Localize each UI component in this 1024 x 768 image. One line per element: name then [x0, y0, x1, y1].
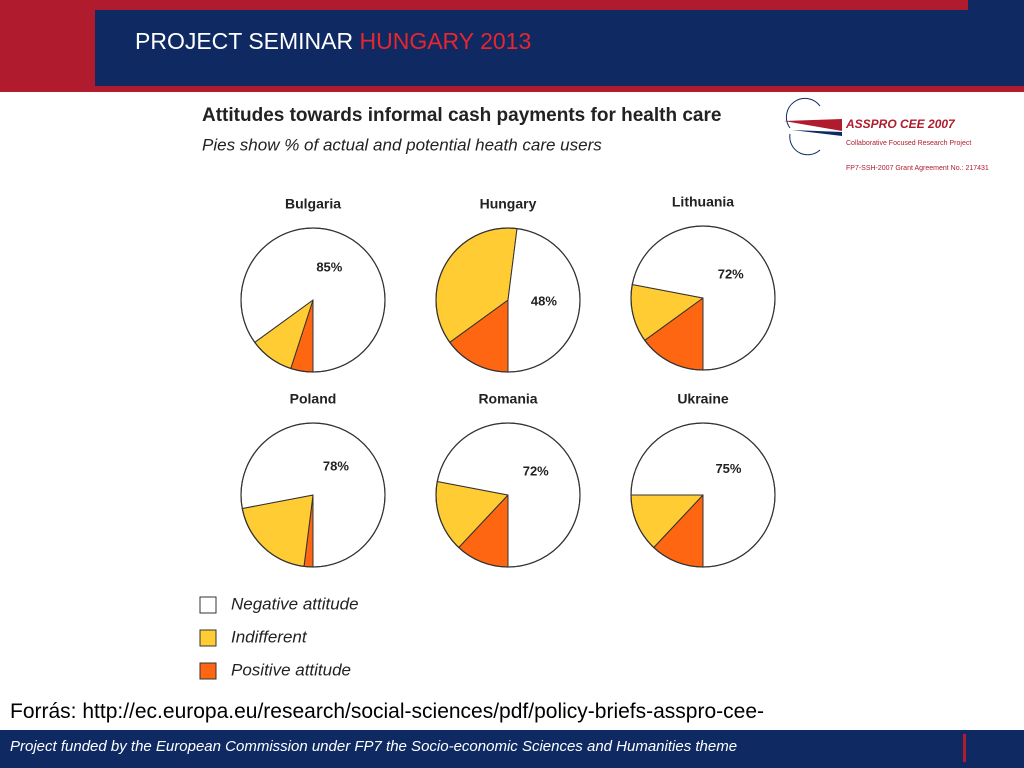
- pie-outline: [240, 422, 386, 568]
- value-label: 72%: [718, 266, 744, 281]
- pie-outline: [435, 422, 581, 568]
- pie-title: Lithuania: [672, 194, 734, 210]
- pie-title: Romania: [478, 391, 537, 407]
- footer-text: Project funded by the European Commissio…: [10, 738, 738, 755]
- logo-subtitle: Collaborative Focused Research Project: [846, 140, 971, 147]
- figure-title: Attitudes towards informal cash payments…: [202, 105, 721, 126]
- value-label: 78%: [323, 459, 349, 474]
- header-band: [95, 10, 1024, 86]
- title-highlight: HUNGARY 2013: [359, 28, 532, 54]
- pie-title: Hungary: [480, 196, 537, 212]
- pie-outline: [630, 225, 776, 371]
- logo-name: ASSPRO CEE 2007: [845, 117, 956, 131]
- pie-title: Poland: [290, 391, 337, 407]
- legend-label: Indifferent: [231, 627, 308, 646]
- value-label: 48%: [531, 294, 557, 309]
- legend-swatch: [199, 662, 217, 680]
- pie-title: Bulgaria: [285, 196, 341, 212]
- logo-grant: FP7-SSH-2007 Grant Agreement No.: 217431: [846, 165, 989, 172]
- footer-band: [0, 730, 1024, 768]
- pie-outline: [435, 227, 581, 373]
- figure-subtitle: Pies show % of actual and potential heat…: [202, 135, 602, 154]
- legend-swatch: [199, 629, 217, 647]
- source: Forrás: http://ec.europa.eu/research/soc…: [10, 700, 764, 723]
- legend-label: Negative attitude: [231, 594, 359, 613]
- logo-graphic: [784, 97, 842, 156]
- value-label: 85%: [316, 259, 342, 274]
- legend-swatch: [199, 596, 217, 614]
- footer-mark: [963, 734, 966, 762]
- value-label: 75%: [715, 461, 741, 476]
- header-corner: [968, 0, 1024, 10]
- pie-title: Ukraine: [677, 391, 729, 407]
- title-part: PROJECT SEMINAR: [135, 28, 354, 54]
- header-title: PROJECT SEMINAR HUNGARY 2013: [135, 28, 531, 55]
- pie-outline: [240, 227, 386, 373]
- value-label: 72%: [523, 463, 549, 478]
- legend-label: Positive attitude: [231, 660, 351, 679]
- pie-outline: [630, 422, 776, 568]
